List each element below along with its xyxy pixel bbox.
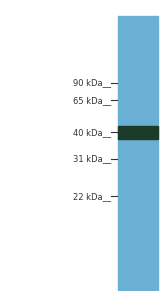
Text: 22 kDa__: 22 kDa__	[73, 192, 111, 201]
Text: 90 kDa__: 90 kDa__	[73, 79, 111, 87]
Text: 65 kDa__: 65 kDa__	[73, 96, 111, 105]
Bar	[118, 126, 158, 139]
Bar	[118, 16, 158, 291]
Text: 31 kDa__: 31 kDa__	[73, 154, 111, 163]
Text: 40 kDa__: 40 kDa__	[73, 128, 111, 137]
